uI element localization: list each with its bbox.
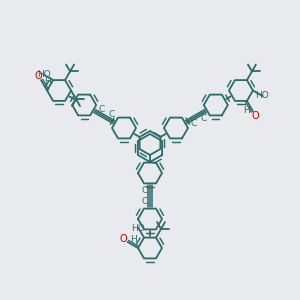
Text: O: O: [252, 111, 259, 121]
Text: HO: HO: [132, 224, 145, 232]
Text: C: C: [142, 197, 148, 206]
Text: C: C: [108, 110, 115, 119]
Text: H: H: [44, 76, 51, 85]
Text: H: H: [130, 235, 137, 244]
Text: C: C: [200, 114, 206, 123]
Text: O: O: [119, 235, 127, 244]
Text: H: H: [243, 106, 250, 115]
Text: C: C: [190, 119, 197, 128]
Text: C: C: [142, 186, 148, 195]
Text: O: O: [35, 71, 42, 81]
Text: HO: HO: [37, 70, 50, 79]
Text: HO: HO: [256, 92, 269, 100]
Text: C: C: [99, 105, 105, 114]
